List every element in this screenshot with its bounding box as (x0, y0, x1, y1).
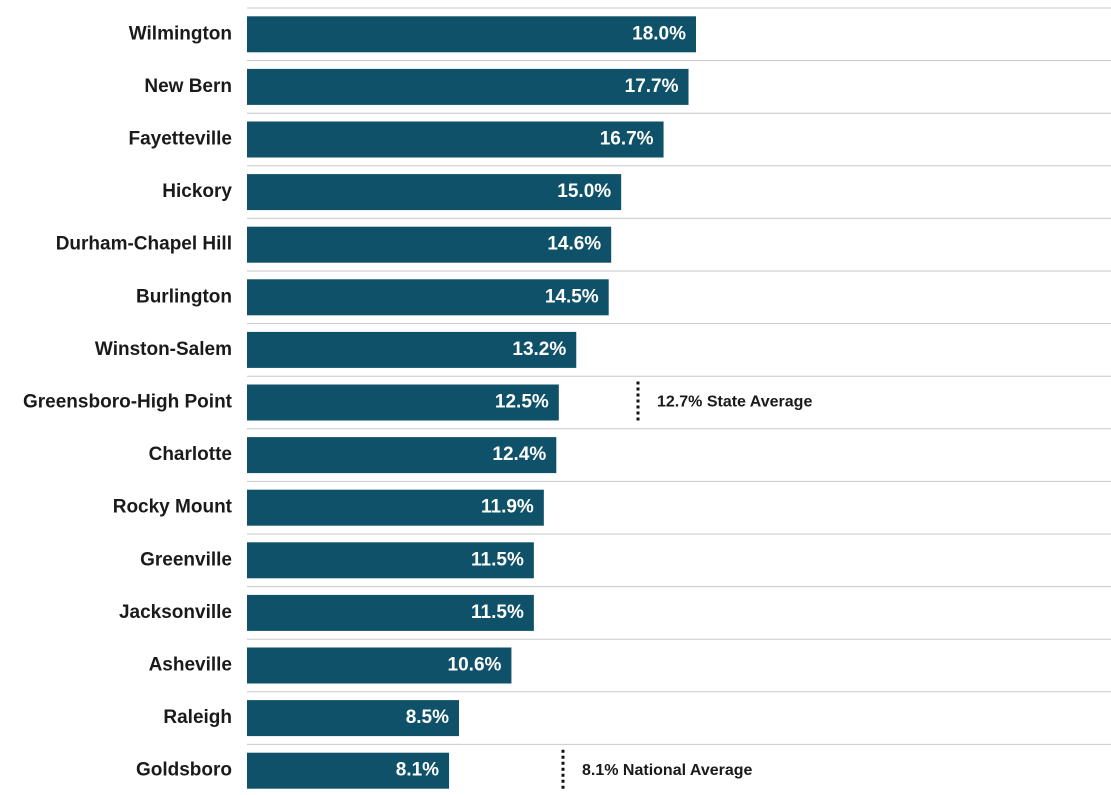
bar (247, 16, 696, 53)
category-label: Jacksonville (119, 602, 232, 623)
category-label: Charlotte (149, 444, 232, 465)
category-label: Greenville (140, 549, 232, 570)
category-label: Goldsboro (136, 760, 232, 781)
bar (247, 384, 559, 421)
bar (247, 752, 450, 789)
value-label: 11.5% (471, 602, 524, 623)
bar (247, 489, 544, 526)
bar (247, 121, 664, 158)
value-label: 12.5% (495, 392, 549, 413)
value-label: 13.2% (512, 339, 566, 360)
category-label: Burlington (136, 286, 232, 307)
category-label: Wilmington (129, 23, 232, 44)
category-label: Raleigh (163, 707, 232, 728)
bar (247, 700, 460, 737)
category-label: Hickory (162, 181, 232, 202)
value-label: 10.6% (448, 655, 502, 676)
category-label: New Bern (144, 76, 232, 97)
value-label: 11.9% (481, 497, 534, 518)
bar (247, 331, 577, 368)
bar (247, 174, 622, 211)
bar (247, 279, 609, 316)
bar (247, 594, 534, 631)
bar (247, 542, 534, 579)
value-label: 12.4% (492, 444, 546, 465)
category-label: Asheville (149, 655, 232, 676)
value-label: 17.7% (625, 76, 679, 97)
category-label: Rocky Mount (113, 497, 233, 518)
annotation: 12.7% State Average (657, 394, 812, 411)
value-label: 8.5% (406, 707, 449, 728)
category-label: Durham-Chapel Hill (56, 234, 232, 255)
category-label: Winston-Salem (95, 339, 232, 360)
value-label: 16.7% (600, 129, 654, 150)
annotation: 8.1% National Average (582, 762, 753, 779)
bar (247, 437, 557, 474)
value-label: 15.0% (557, 181, 611, 202)
category-label: Fayetteville (129, 129, 233, 150)
value-label: 11.5% (471, 549, 524, 570)
bar (247, 68, 689, 105)
value-label: 14.5% (545, 286, 599, 307)
value-label: 18.0% (632, 23, 686, 44)
category-label: Greensboro-High Point (23, 392, 233, 413)
value-label: 8.1% (396, 760, 439, 781)
bar (247, 647, 512, 684)
value-label: 14.6% (547, 234, 601, 255)
bar (247, 226, 612, 263)
